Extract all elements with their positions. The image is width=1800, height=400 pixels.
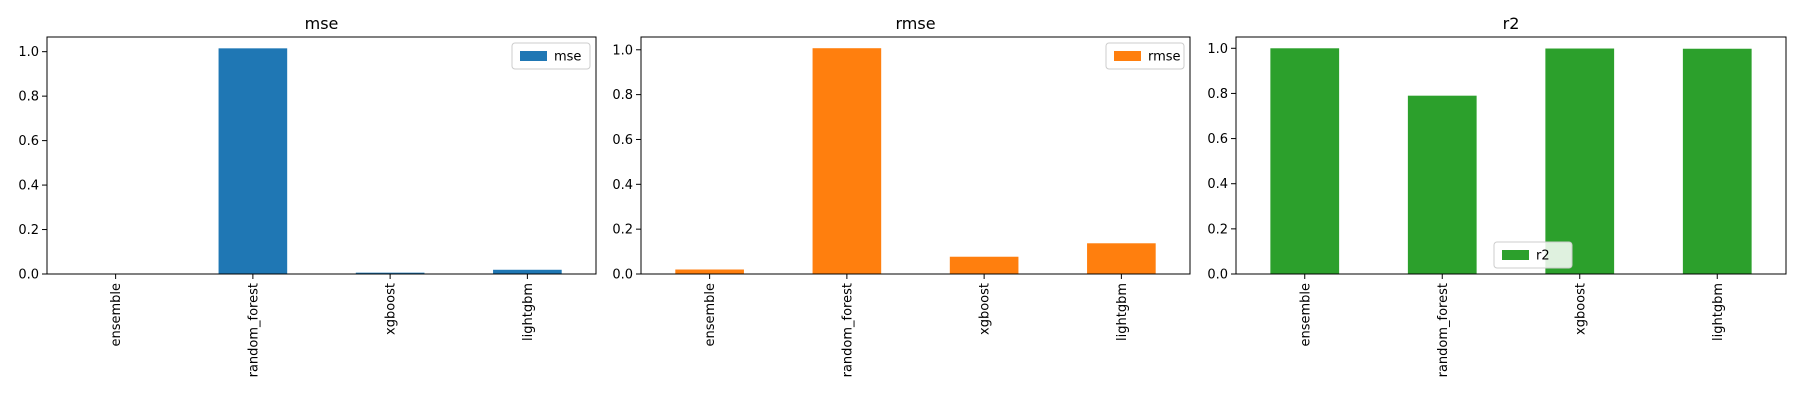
bar-xgboost xyxy=(1545,48,1615,274)
x-tick-label: ensemble xyxy=(109,283,124,347)
legend-swatch xyxy=(1502,250,1529,260)
legend-swatch xyxy=(520,51,547,61)
y-tick-label: 0.4 xyxy=(1207,177,1228,192)
y-tick-label: 0.8 xyxy=(1207,87,1228,102)
bar-random_forest xyxy=(812,48,882,275)
bar-ensemble xyxy=(675,269,744,274)
y-tick-label: 0.6 xyxy=(612,133,633,148)
axes-frame xyxy=(1235,36,1787,275)
y-tick-label: 1.0 xyxy=(18,45,39,60)
x-tick-label: xgboost xyxy=(978,283,993,335)
bar-random_forest xyxy=(218,48,288,274)
x-tick-label: random_forest xyxy=(1436,283,1451,377)
legend-label: mse xyxy=(554,50,581,65)
bar-xgboost xyxy=(949,256,1019,274)
legend-box xyxy=(511,42,591,70)
legend-label: r2 xyxy=(1536,249,1550,264)
x-tick-label: ensemble xyxy=(1298,283,1313,347)
x-tick-label: xgboost xyxy=(384,283,399,335)
axes-frame xyxy=(46,36,597,275)
chart-panel-rmse: rmse 0.0 0.2 0.4 0.6 0.8 1.0 ensemble random_for… xyxy=(612,14,1191,377)
legend: r2 xyxy=(1493,241,1573,269)
y-tick-label: 0.0 xyxy=(18,268,39,283)
legend-box xyxy=(1105,42,1185,70)
legend-label: rmse xyxy=(1148,50,1181,65)
axes-frame xyxy=(640,36,1191,275)
y-tick-label: 0.2 xyxy=(1207,222,1228,237)
x-tick-label: random_forest xyxy=(246,283,261,377)
bar-xgboost xyxy=(355,272,425,274)
x-tick-label: lightgbm xyxy=(521,283,536,341)
x-tick-label: ensemble xyxy=(703,283,718,347)
y-tick-label: 0.4 xyxy=(18,179,39,194)
y-tick-label: 0.2 xyxy=(612,223,633,238)
chart-title: r2 xyxy=(1503,14,1520,33)
x-tick-label: lightgbm xyxy=(1711,283,1726,341)
y-tick-label: 1.0 xyxy=(1207,42,1228,57)
y-tick-label: 0.6 xyxy=(18,134,39,149)
y-tick-label: 0.4 xyxy=(612,178,633,193)
legend: mse xyxy=(511,42,591,70)
bar-lightgbm xyxy=(1682,48,1752,274)
y-tick-label: 1.0 xyxy=(612,43,633,58)
bar-ensemble xyxy=(1270,48,1340,275)
legend: rmse xyxy=(1105,42,1185,70)
x-tick-label: random_forest xyxy=(840,283,855,377)
chart-title: mse xyxy=(305,14,339,33)
bar-lightgbm xyxy=(493,269,562,274)
x-tick-label: lightgbm xyxy=(1115,283,1130,341)
y-tick-label: 0.6 xyxy=(1207,132,1228,147)
y-tick-label: 0.0 xyxy=(1207,268,1228,283)
chart-panel-mse: mse 0.0 0.2 0.4 0.6 0.8 1.0 ensemble random_fore… xyxy=(18,14,597,377)
legend-swatch xyxy=(1114,51,1141,61)
bar-random_forest xyxy=(1407,95,1477,274)
chart-title: rmse xyxy=(895,14,935,33)
legend-box xyxy=(1493,241,1573,269)
y-tick-label: 0.2 xyxy=(18,223,39,238)
bar-lightgbm xyxy=(1087,243,1156,274)
x-tick-label: xgboost xyxy=(1573,283,1588,335)
y-tick-label: 0.8 xyxy=(18,90,39,105)
y-tick-label: 0.0 xyxy=(612,268,633,283)
y-tick-label: 0.8 xyxy=(612,88,633,103)
chart-panel-r2: r2 0.0 0.2 0.4 0.6 0.8 1.0 ensemble random_fores… xyxy=(1207,14,1787,377)
